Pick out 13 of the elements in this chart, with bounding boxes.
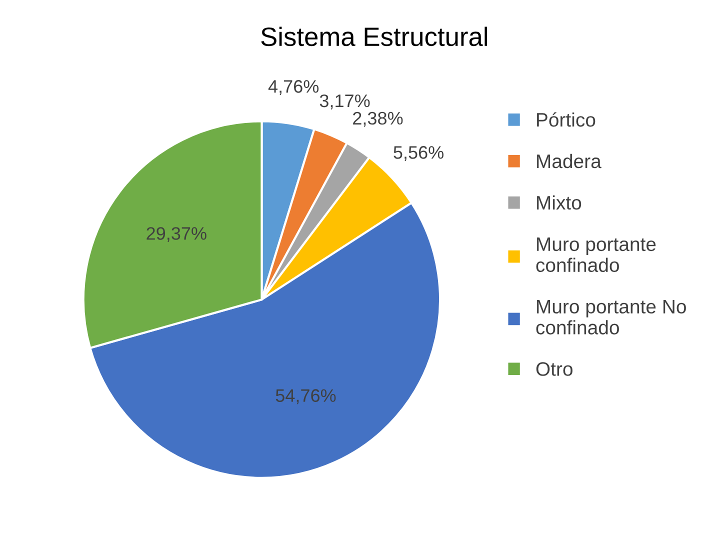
- legend-label: Mixto: [537, 195, 582, 210]
- legend-label: Madera: [537, 154, 602, 168]
- data-label: 54,76%: [276, 389, 336, 404]
- legend-label: Muro portante confinado: [536, 238, 656, 272]
- data-label: 4,76%: [268, 80, 319, 95]
- data-label: 5,56%: [394, 146, 444, 161]
- data-label: 3,17%: [320, 94, 370, 110]
- legend-label: Muro portante No confinado: [536, 300, 686, 334]
- data-label: 29,37%: [146, 227, 206, 242]
- data-label: 2,38%: [353, 112, 403, 127]
- chart-title: Sistema Estructural: [261, 26, 488, 46]
- legend-label: Otro: [536, 362, 572, 376]
- legend-label: Pórtico: [537, 112, 596, 127]
